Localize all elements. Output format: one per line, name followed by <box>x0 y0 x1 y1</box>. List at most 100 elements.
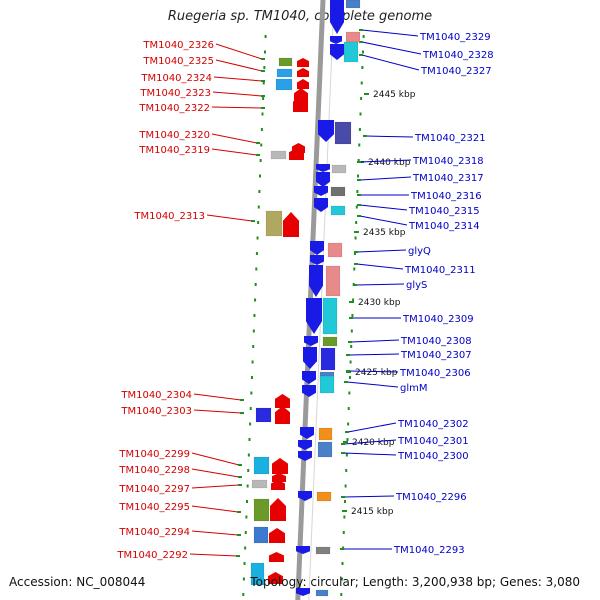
right-gene-leader <box>365 135 414 138</box>
right-gene-label: TM1040_2302 <box>397 419 469 430</box>
right-gene-leader <box>356 249 407 253</box>
right-gene-leader <box>361 29 419 37</box>
left-gene-arrow <box>270 498 286 521</box>
right-track-tick <box>345 453 348 457</box>
genome-title: Ruegeria sp. TM1040, complete genome <box>167 9 433 24</box>
left-gene-tick <box>238 476 242 478</box>
left-gene-leader <box>191 505 239 513</box>
right-gene-box <box>345 0 361 9</box>
left-track-tick <box>251 360 254 364</box>
right-gene-box <box>330 205 346 216</box>
right-gene-label: glyQ <box>408 246 431 257</box>
left-gene-box <box>255 407 272 423</box>
right-gene-tick <box>357 204 361 206</box>
right-gene-tick <box>359 41 363 43</box>
left-gene-box <box>276 68 293 78</box>
right-gene-box <box>327 242 343 258</box>
right-gene-leader <box>359 204 408 211</box>
right-gene-arrow <box>310 255 324 265</box>
left-gene-tick <box>261 70 265 72</box>
scale-label: 2435 kbp <box>363 228 406 238</box>
left-gene-leader <box>212 91 263 97</box>
left-gene-label: TM1040_2295 <box>118 502 190 513</box>
right-track-tick <box>348 376 351 379</box>
left-gene-label: TM1040_2304 <box>120 390 192 401</box>
right-gene-arrow <box>303 347 317 369</box>
left-gene-leader <box>191 484 240 489</box>
right-gene-box <box>325 265 341 297</box>
right-track-tick <box>362 35 365 38</box>
scale-tick <box>343 441 348 443</box>
left-track-tick <box>263 50 266 54</box>
right-track-tick <box>353 252 356 255</box>
right-track-tick <box>358 143 361 147</box>
left-gene-tick <box>237 511 241 513</box>
left-track-tick <box>252 329 255 333</box>
right-gene-box <box>320 347 336 371</box>
left-gene-label: TM1040_2322 <box>138 103 210 114</box>
right-gene-tick <box>341 452 345 454</box>
right-gene-arrow <box>314 186 328 196</box>
left-track-tick <box>263 66 266 69</box>
right-gene-leader <box>361 41 422 55</box>
right-gene-box <box>330 186 346 197</box>
accession-text: Accession: NC_008044 <box>9 575 146 589</box>
left-gene-tick <box>251 220 255 222</box>
right-gene-box <box>343 41 359 63</box>
left-gene-tick <box>238 484 242 486</box>
left-track-tick <box>250 376 253 379</box>
right-gene-leader <box>359 176 412 181</box>
right-gene-tick <box>340 548 344 550</box>
left-gene-arrow <box>268 572 283 584</box>
left-gene-label: TM1040_2325 <box>142 56 214 67</box>
right-track-tick <box>347 422 350 426</box>
right-track-tick <box>349 360 352 364</box>
left-track-tick <box>254 283 257 286</box>
right-gene-leader <box>346 381 399 388</box>
right-gene-label: TM1040_2317 <box>412 173 484 184</box>
right-track-tick <box>354 236 357 240</box>
left-gene-label: TM1040_2299 <box>118 449 190 460</box>
right-track-tick <box>353 267 356 271</box>
left-track-tick <box>245 515 248 519</box>
left-track-tick <box>256 236 259 240</box>
right-gene-arrow <box>309 265 323 297</box>
left-gene-tick <box>238 464 242 466</box>
right-track-tick <box>340 577 343 581</box>
scale-tick <box>349 301 354 303</box>
left-gene-leader <box>193 409 242 414</box>
right-gene-box <box>331 164 347 174</box>
right-gene-tick <box>363 135 367 137</box>
right-gene-label: TM1040_2321 <box>414 133 486 144</box>
left-gene-box <box>253 498 270 522</box>
right-gene-label: TM1040_2315 <box>408 206 480 217</box>
left-gene-tick <box>261 95 265 97</box>
right-gene-label: glmM <box>400 383 428 394</box>
left-track-tick <box>242 577 245 581</box>
left-gene-leader <box>206 214 253 222</box>
right-gene-tick <box>346 370 350 372</box>
right-gene-label: TM1040_2314 <box>408 221 480 232</box>
left-gene-arrow <box>289 148 304 160</box>
scale-tick <box>354 231 359 233</box>
right-gene-arrow <box>330 0 344 34</box>
right-gene-arrow <box>298 451 312 461</box>
right-gene-box <box>315 589 329 597</box>
left-gene-label: TM1040_2298 <box>118 465 190 476</box>
right-gene-tick <box>359 54 363 56</box>
left-track-tick <box>262 81 265 85</box>
left-track-tick <box>243 562 246 565</box>
left-gene-box <box>250 562 265 586</box>
right-gene-tick <box>357 194 361 196</box>
right-gene-arrow <box>296 546 310 554</box>
right-gene-arrow <box>304 336 318 346</box>
right-gene-tick <box>357 215 361 217</box>
right-gene-leader <box>350 339 400 343</box>
right-gene-leader <box>347 422 397 433</box>
right-gene-arrow <box>300 427 314 439</box>
genome-summary-text: Topology: circular; Length: 3,200,938 bp… <box>250 575 580 589</box>
left-track-tick <box>244 531 247 534</box>
left-gene-arrow <box>297 68 309 77</box>
right-gene-box <box>318 427 333 441</box>
left-track-tick <box>259 174 262 178</box>
